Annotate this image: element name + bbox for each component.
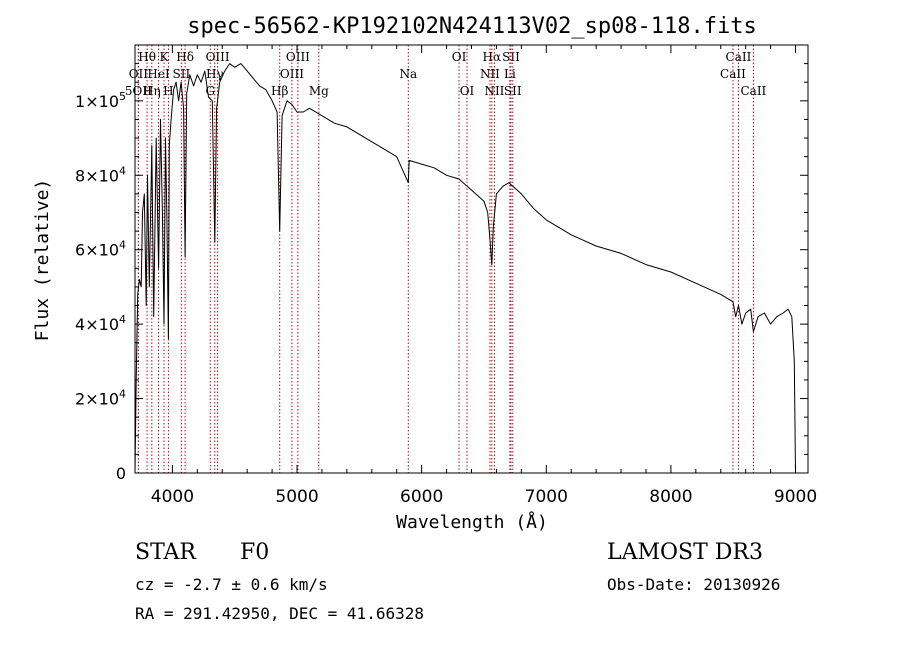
plot-frame bbox=[134, 44, 809, 474]
chart-title: spec-56562-KP192102N424113V02_sp08-118.f… bbox=[187, 14, 757, 39]
x-tick-label: 5000 bbox=[275, 487, 318, 507]
line-marker-label-7: Hδ bbox=[176, 50, 194, 64]
line-marker-label-0: Hθ bbox=[138, 50, 156, 64]
y-tick-label: 1×105 bbox=[75, 90, 126, 111]
line-marker-label-18: OI bbox=[460, 84, 475, 98]
y-axis-ticks: 0 2×104 4×104 6×104 8×104 1×105 bbox=[75, 63, 808, 483]
line-marker-label-15: Mg bbox=[309, 84, 329, 98]
spectrum-chart: spec-56562-KP192102N424113V02_sp08-118.f… bbox=[32, 14, 817, 533]
line-marker-label-19: Hα bbox=[483, 50, 502, 64]
survey-name: LAMOST DR3 bbox=[607, 540, 763, 565]
spectrum-layer bbox=[134, 63, 796, 474]
y-tick-label: 8×104 bbox=[75, 164, 126, 185]
x-axis-label: Wavelength (Å) bbox=[396, 511, 548, 533]
y-axis-label: Flux (relative) bbox=[32, 179, 53, 342]
x-tick-label: 7000 bbox=[525, 487, 568, 507]
line-marker-label-11: G bbox=[205, 84, 215, 98]
x-tick-label: 8000 bbox=[649, 487, 692, 507]
redshift-value: cz = -2.7 ± 0.6 km/s bbox=[135, 575, 328, 594]
coordinates: RA = 291.42950, DEC = 41.66328 bbox=[135, 604, 424, 623]
line-marker-label-6: H bbox=[163, 84, 173, 98]
y-tick-label: 0 bbox=[116, 464, 126, 483]
x-tick-label: 6000 bbox=[400, 487, 443, 507]
line-marker-label-4: HeI bbox=[147, 67, 170, 81]
line-marker-label-17: OI bbox=[452, 50, 467, 64]
line-marker-label-23: NII bbox=[484, 84, 504, 98]
object-class: STAR bbox=[135, 540, 196, 565]
line-marker-label-8: SII bbox=[173, 67, 191, 81]
spectrum-line-0 bbox=[134, 63, 796, 474]
line-marker-label-2: 5OII bbox=[125, 84, 152, 98]
line-marker-label-25: CaII bbox=[726, 50, 752, 64]
line-marker-label-3: Hη bbox=[143, 84, 161, 98]
line-marker-label-27: CaII bbox=[740, 84, 766, 98]
line-marker-label-20: SII bbox=[502, 50, 520, 64]
line-marker-label-26: CaII bbox=[720, 67, 746, 81]
observation-date: Obs-Date: 20130926 bbox=[607, 575, 781, 594]
y-tick-label: 4×104 bbox=[75, 313, 126, 334]
y-tick-label: 2×104 bbox=[75, 388, 126, 409]
line-marker-label-24: SII bbox=[504, 84, 522, 98]
x-tick-label: 9000 bbox=[774, 487, 817, 507]
x-axis-ticks: 4000 5000 6000 7000 8000 9000 bbox=[151, 45, 817, 507]
line-marker-label-22: Li bbox=[504, 67, 516, 81]
line-marker-label-16: Na bbox=[399, 67, 417, 81]
line-marker-label-9: OIII bbox=[206, 50, 230, 64]
y-tick-label: 6×104 bbox=[75, 239, 126, 260]
object-subclass: F0 bbox=[240, 540, 270, 565]
line-marker-label-14: Hβ bbox=[271, 84, 288, 98]
line-marker-label-13: OIII bbox=[280, 67, 304, 81]
x-tick-label: 4000 bbox=[151, 487, 194, 507]
line-marker-label-12: OIII bbox=[286, 50, 310, 64]
line-marker-label-5: K bbox=[160, 50, 170, 64]
line-marker-label-21: NII bbox=[480, 67, 500, 81]
